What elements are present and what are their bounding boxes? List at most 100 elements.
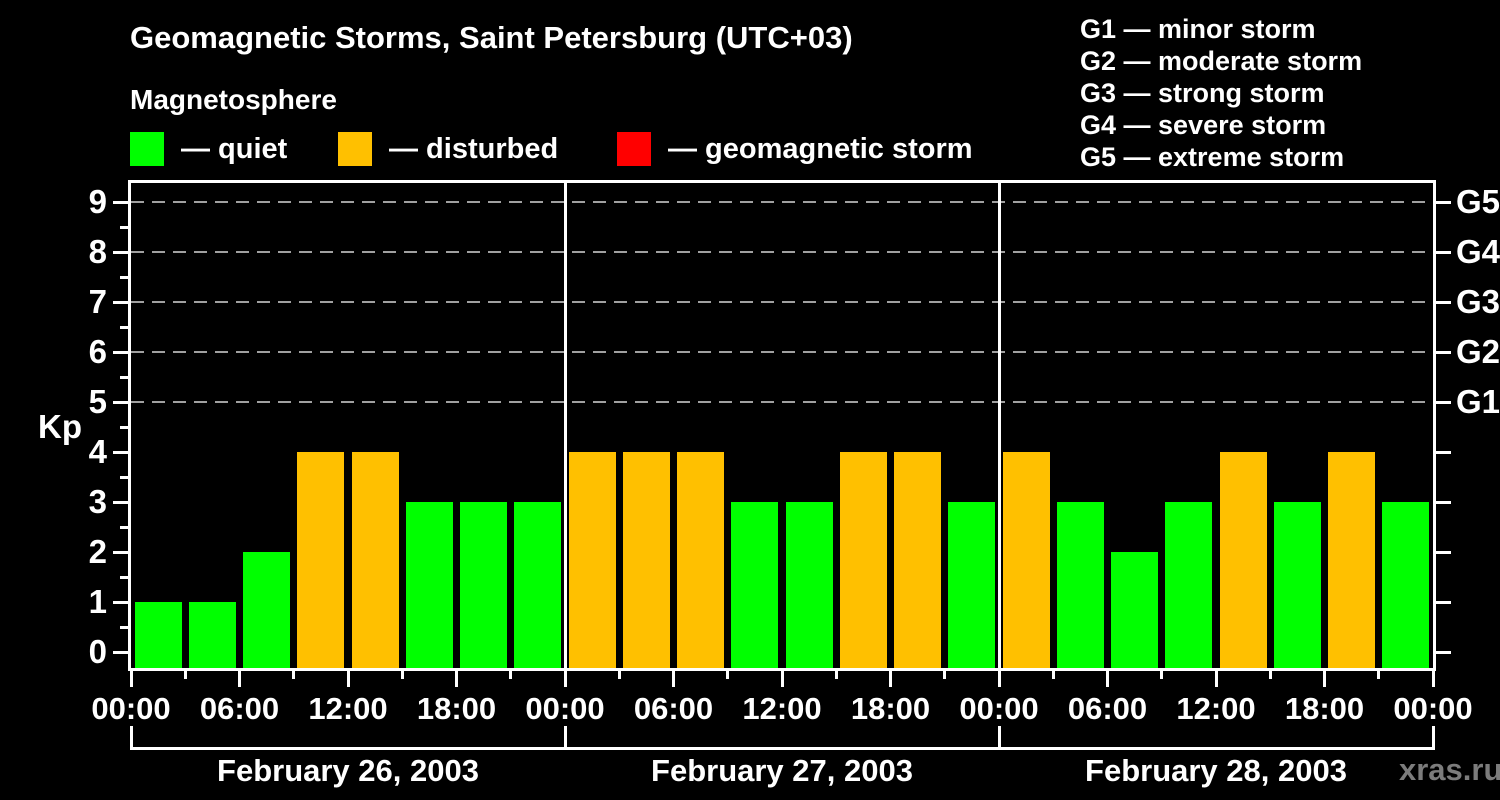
y-axis-tick [113, 600, 128, 604]
x-axis-label: 12:00 [1176, 691, 1256, 726]
right-axis-tick [1436, 450, 1451, 454]
y-axis-label: 0 [88, 633, 107, 670]
right-axis-tick [1436, 200, 1451, 204]
y-axis-tick [113, 200, 128, 204]
watermark: xras.ru [1399, 752, 1500, 787]
gridline-kp9 [131, 201, 1433, 203]
x-axis-minor-tick [1160, 671, 1164, 679]
x-axis-minor-tick [1268, 671, 1272, 679]
x-axis-minor-tick [834, 671, 838, 679]
kp-bar [785, 502, 833, 668]
date-bracket-tick [563, 726, 567, 750]
kp-bar [568, 452, 616, 668]
date-label: February 28, 2003 [1085, 753, 1347, 788]
kp-bar [297, 452, 345, 668]
x-axis-label: 06:00 [199, 691, 280, 726]
x-axis-tick [1431, 671, 1435, 687]
y-axis-tick [113, 650, 128, 654]
y-axis-label: 6 [88, 333, 107, 370]
g-scale-line-1: G1 — minor storm [1080, 14, 1316, 44]
x-axis-label: 12:00 [742, 691, 822, 726]
x-axis-label: 00:00 [959, 691, 1039, 726]
g-scale-legend: G1 — minor storm G2 — moderate storm G3 — … [1080, 13, 1362, 173]
y-axis-tick [113, 500, 128, 504]
x-axis-tick [563, 671, 567, 687]
kp-bar [622, 452, 670, 668]
x-axis-tick [238, 671, 241, 687]
x-axis-tick [129, 671, 133, 687]
kp-bar [1382, 502, 1430, 668]
y-axis-minor-tick [120, 275, 128, 279]
x-axis-minor-tick [400, 671, 404, 679]
g-scale-line-5: G5 — extreme storm [1080, 142, 1345, 172]
date-bracket-tick [1431, 726, 1435, 750]
right-axis-tick [1436, 250, 1451, 254]
y-axis-tick [113, 300, 128, 304]
gridline-kp8 [131, 251, 1433, 253]
y-axis-label: 7 [88, 283, 107, 320]
y-axis-tick [113, 450, 128, 454]
x-axis-label: 00:00 [1393, 691, 1473, 726]
right-axis-tick [1436, 550, 1451, 554]
y-axis-minor-tick [120, 325, 128, 329]
y-axis-label: 2 [88, 533, 107, 570]
y-axis-tick [113, 350, 128, 354]
kp-bar [1328, 452, 1375, 668]
legend-item-geomagnetic-storm: — geomagnetic storm [617, 132, 973, 166]
legend-label-disturbed: — disturbed [389, 132, 559, 165]
y-axis-label: 1 [88, 583, 107, 620]
gridline-kp6 [131, 351, 1433, 353]
x-axis-label: 18:00 [850, 691, 931, 726]
x-axis-minor-tick [509, 671, 513, 679]
legend-swatch-disturbed [338, 132, 372, 166]
y-axis-minor-tick [120, 625, 128, 629]
date-label: February 27, 2003 [651, 753, 913, 788]
x-axis-tick [1323, 671, 1326, 687]
date-bracket-tick [997, 726, 1001, 750]
g-level-label-g4: G4 [1456, 233, 1500, 270]
y-axis-minor-tick [120, 525, 128, 529]
page-title: Geomagnetic Storms, Saint Petersburg (UT… [130, 20, 853, 55]
kp-bar [731, 502, 779, 668]
x-axis-minor-tick [726, 671, 730, 679]
kp-bar [1111, 552, 1158, 668]
g-level-label-g3: G3 [1456, 283, 1500, 320]
x-axis-minor-tick [617, 671, 621, 679]
x-axis-minor-tick [943, 671, 947, 679]
y-axis-tick [113, 250, 128, 254]
date-label: February 26, 2003 [217, 753, 479, 788]
y-axis-minor-tick [120, 375, 128, 379]
x-axis-label: 06:00 [1067, 691, 1148, 726]
legend-label-geomagnetic-storm: — geomagnetic storm [668, 132, 973, 165]
kp-bar [1002, 452, 1050, 668]
x-axis-tick [889, 671, 892, 687]
g-level-label-g5: G5 [1456, 183, 1500, 220]
g-level-label-g1: G1 [1456, 383, 1500, 420]
y-axis-label: 9 [88, 183, 107, 220]
legend-swatch-quiet [130, 132, 164, 166]
x-axis-label: 06:00 [633, 691, 714, 726]
y-axis-minor-tick [120, 575, 128, 579]
kp-bar [1056, 502, 1104, 668]
gridline-kp7 [131, 301, 1433, 303]
kp-bar [1219, 452, 1267, 668]
kp-bar [839, 452, 887, 668]
legend-label-quiet: — quiet [181, 132, 288, 165]
x-axis-tick [780, 671, 784, 687]
date-bracket-tick [129, 726, 133, 750]
g-scale-line-4: G4 — severe storm [1080, 110, 1327, 140]
x-axis-tick [346, 671, 350, 687]
right-axis-tick [1436, 400, 1451, 404]
x-axis-minor-tick [183, 671, 187, 679]
kp-bar [188, 602, 236, 668]
x-axis-label: 00:00 [91, 691, 171, 726]
gridline-kp5 [131, 401, 1433, 403]
right-axis-tick [1436, 650, 1451, 654]
x-axis-tick [1214, 671, 1218, 687]
kp-bar [514, 502, 562, 668]
date-bracket [131, 747, 1433, 750]
y-axis-minor-tick [120, 475, 128, 479]
x-axis-label: 18:00 [1284, 691, 1365, 726]
x-axis-label: 18:00 [416, 691, 497, 726]
y-axis-label: 4 [88, 433, 107, 470]
